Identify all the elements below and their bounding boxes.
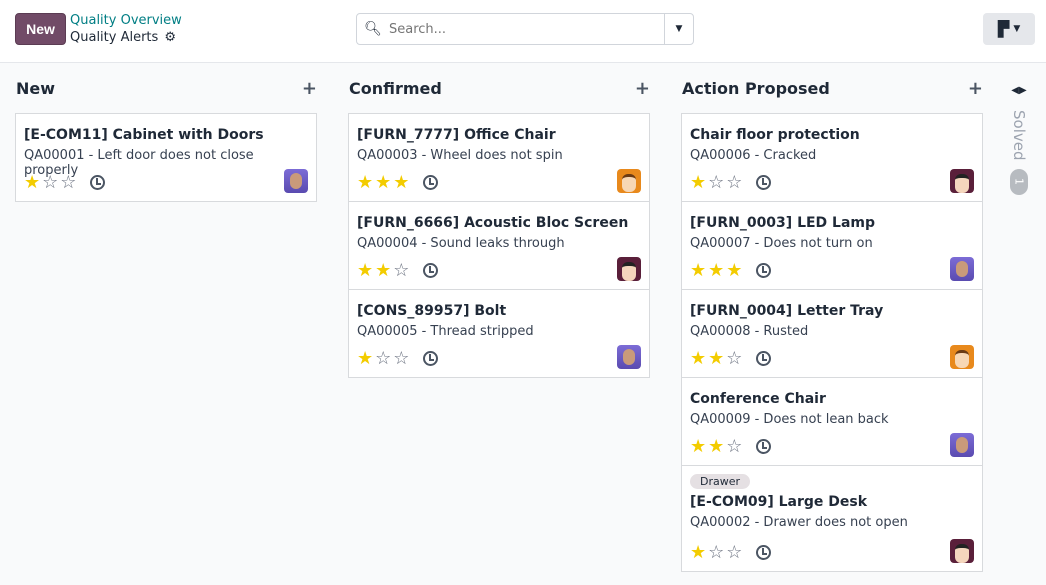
activity-clock-icon[interactable] — [423, 175, 439, 190]
kanban-card[interactable]: Conference Chair QA00009 - Does not lean… — [681, 377, 983, 466]
folded-column-title: Solved — [1010, 110, 1028, 161]
activity-clock-icon[interactable] — [90, 175, 106, 190]
expand-arrows-icon[interactable]: ◀▶ — [1011, 85, 1027, 96]
priority-star-icon[interactable]: ★ — [393, 172, 410, 193]
folded-column-count: 1 — [1010, 168, 1028, 195]
card-subtitle: QA00004 - Sound leaks through — [357, 236, 565, 251]
kanban-card[interactable]: [FURN_7777] Office Chair QA00003 - Wheel… — [348, 113, 650, 202]
kanban-card[interactable]: [E-COM11] Cabinet with Doors QA00001 - L… — [15, 113, 317, 202]
column-title: New — [16, 78, 56, 98]
caret-down-icon: ▼ — [1013, 24, 1021, 34]
card-subtitle: QA00007 - Does not turn on — [690, 236, 873, 251]
folded-column-solved[interactable]: ◀▶ Solved 1 — [1004, 63, 1034, 203]
activity-clock-icon[interactable] — [756, 545, 772, 560]
kanban-column: New + [E-COM11] Cabinet with Doors QA0000… — [15, 63, 317, 202]
priority-star-icon[interactable]: ☆ — [393, 260, 410, 281]
kanban-view-switcher[interactable]: ▛ ▼ — [983, 13, 1035, 45]
card-title: [FURN_0004] Letter Tray — [690, 303, 884, 319]
priority-star-icon[interactable]: ★ — [357, 172, 374, 193]
kanban-card[interactable]: Chair floor protection QA00006 - Cracked… — [681, 113, 983, 202]
search-input[interactable] — [389, 21, 664, 37]
breadcrumb-parent[interactable]: Quality Overview — [70, 13, 182, 28]
avatar — [950, 257, 974, 281]
avatar — [617, 169, 641, 193]
priority-star-icon[interactable]: ☆ — [375, 348, 392, 369]
priority-star-icon[interactable]: ★ — [357, 348, 374, 369]
kanban-card[interactable]: [FURN_0003] LED Lamp QA00007 - Does not … — [681, 201, 983, 290]
priority-star-icon[interactable]: ★ — [708, 260, 725, 281]
column-title: Action Proposed — [682, 78, 830, 98]
add-card-plus-icon[interactable]: + — [634, 77, 650, 99]
priority-star-icon[interactable]: ☆ — [393, 348, 410, 369]
control-panel: New Quality Overview Quality Alerts ⚙ 🔍︎ … — [0, 0, 1046, 63]
card-subtitle: QA00008 - Rusted — [690, 324, 809, 339]
add-card-plus-icon[interactable]: + — [301, 77, 317, 99]
tag-badge: Drawer — [690, 474, 751, 489]
priority-star-icon[interactable]: ★ — [708, 348, 725, 369]
new-button[interactable]: New — [15, 13, 66, 45]
card-title: [FURN_6666] Acoustic Bloc Screen — [357, 215, 629, 231]
card-title: Conference Chair — [690, 391, 826, 407]
activity-clock-icon[interactable] — [756, 351, 772, 366]
avatar — [950, 345, 974, 369]
priority-star-icon[interactable]: ☆ — [42, 172, 59, 193]
priority-star-icon[interactable]: ☆ — [726, 542, 743, 563]
activity-clock-icon[interactable] — [756, 175, 772, 190]
priority-star-icon[interactable]: ★ — [357, 260, 374, 281]
avatar — [950, 169, 974, 193]
search-icon: 🔍︎ — [364, 21, 382, 37]
priority-star-icon[interactable]: ★ — [708, 436, 725, 457]
priority-star-icon[interactable]: ★ — [375, 172, 392, 193]
gear-icon[interactable]: ⚙ — [164, 30, 176, 45]
kanban-card[interactable]: [CONS_89957] Bolt QA00005 - Thread strip… — [348, 289, 650, 378]
priority-star-icon[interactable]: ☆ — [708, 542, 725, 563]
card-subtitle: QA00006 - Cracked — [690, 148, 817, 163]
search-options-toggle[interactable]: ▼ — [664, 14, 693, 44]
add-card-plus-icon[interactable]: + — [967, 77, 983, 99]
avatar — [284, 169, 308, 193]
card-subtitle: QA00009 - Does not lean back — [690, 412, 889, 427]
priority-star-icon[interactable]: ☆ — [726, 436, 743, 457]
kanban-card[interactable]: [FURN_0004] Letter Tray QA00008 - Rusted… — [681, 289, 983, 378]
breadcrumb-current: Quality Alerts — [70, 30, 159, 45]
priority-star-icon[interactable]: ★ — [375, 260, 392, 281]
priority-star-icon[interactable]: ☆ — [726, 172, 743, 193]
card-title: Chair floor protection — [690, 127, 860, 143]
priority-star-icon[interactable]: ★ — [690, 172, 707, 193]
kanban-card[interactable]: [FURN_6666] Acoustic Bloc Screen QA00004… — [348, 201, 650, 290]
activity-clock-icon[interactable] — [423, 263, 439, 278]
activity-clock-icon[interactable] — [756, 263, 772, 278]
card-title: [CONS_89957] Bolt — [357, 303, 507, 319]
priority-star-icon[interactable]: ★ — [690, 348, 707, 369]
card-subtitle: QA00002 - Drawer does not open — [690, 515, 908, 530]
avatar — [617, 257, 641, 281]
avatar — [950, 539, 974, 563]
priority-star-icon[interactable]: ★ — [690, 436, 707, 457]
kanban-icon: ▛ — [997, 20, 1010, 38]
card-subtitle: QA00001 - Left door does not close prope… — [24, 148, 254, 178]
column-title: Confirmed — [349, 78, 442, 98]
card-subtitle: QA00003 - Wheel does not spin — [357, 148, 563, 163]
priority-star-icon[interactable]: ★ — [726, 260, 743, 281]
kanban-column: Action Proposed + Chair floor protection … — [681, 63, 983, 572]
search-bar: 🔍︎ ▼ — [356, 13, 694, 45]
priority-star-icon[interactable]: ☆ — [726, 348, 743, 369]
priority-star-icon[interactable]: ☆ — [60, 172, 77, 193]
avatar — [617, 345, 641, 369]
kanban-column: Confirmed + [FURN_7777] Office Chair QA00… — [348, 63, 650, 378]
activity-clock-icon[interactable] — [423, 351, 439, 366]
avatar — [950, 433, 974, 457]
card-subtitle: QA00005 - Thread stripped — [357, 324, 534, 339]
card-title: [FURN_7777] Office Chair — [357, 127, 556, 143]
priority-star-icon[interactable]: ★ — [690, 542, 707, 563]
card-title: [E-COM09] Large Desk — [690, 494, 868, 510]
priority-star-icon[interactable]: ☆ — [708, 172, 725, 193]
kanban-card[interactable]: Drawer [E-COM09] Large Desk QA00002 - Dr… — [681, 465, 983, 572]
card-title: [E-COM11] Cabinet with Doors — [24, 127, 264, 143]
priority-star-icon[interactable]: ★ — [690, 260, 707, 281]
card-title: [FURN_0003] LED Lamp — [690, 215, 876, 231]
breadcrumb: Quality Alerts ⚙ — [70, 30, 176, 45]
activity-clock-icon[interactable] — [756, 439, 772, 454]
priority-star-icon[interactable]: ★ — [24, 172, 41, 193]
